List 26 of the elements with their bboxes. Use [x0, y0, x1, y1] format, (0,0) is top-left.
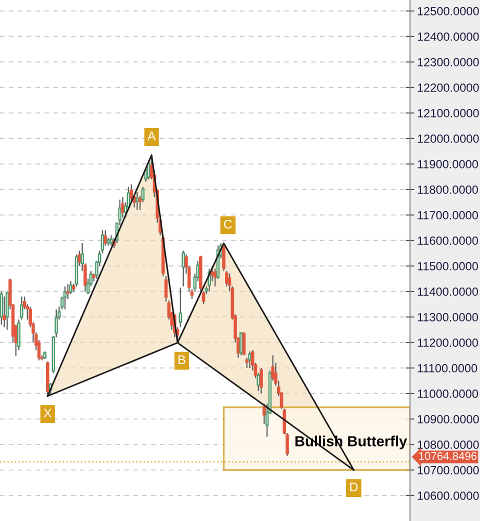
- y-tick-label: 12300.0000: [418, 58, 479, 66]
- y-tick-label: 11100.0000: [418, 364, 478, 372]
- y-tick-label: 12000.0000: [418, 134, 479, 143]
- data-label: X: [44, 408, 52, 418]
- y-tick-label: 12400.0000: [418, 32, 479, 41]
- y-tick-label: 11800.0000: [418, 186, 478, 194]
- y-tick-label: 11700.0000: [418, 211, 478, 220]
- y-tick-label: 10600.0000: [418, 492, 479, 500]
- y-tick-label: 12500.0000: [418, 7, 479, 16]
- y-tick-label: 10700.0000: [418, 466, 479, 474]
- y-tick-label: 11500.0000: [418, 262, 478, 270]
- data-label: B: [178, 355, 186, 364]
- y-tick-label: 12200.0000: [418, 84, 479, 92]
- y-tick-label: 11300.0000: [418, 313, 478, 322]
- text: 10764.8496: [419, 452, 477, 460]
- y-tick-label: 11400.0000: [418, 288, 478, 296]
- y-tick-label: 12100.0000: [418, 109, 479, 118]
- data-label: D: [350, 482, 358, 492]
- y-tick-label: 10900.0000: [418, 415, 479, 424]
- data-label: A: [147, 132, 156, 140]
- y-tick-label: 10800.0000: [418, 440, 479, 449]
- y-tick-label: 11600.0000: [418, 236, 478, 245]
- data-label: C: [224, 220, 232, 229]
- y-tick-label: 11000.0000: [418, 390, 478, 398]
- y-tick-label: 11900.0000: [418, 160, 478, 168]
- y-tick-label: 11200.0000: [418, 338, 478, 347]
